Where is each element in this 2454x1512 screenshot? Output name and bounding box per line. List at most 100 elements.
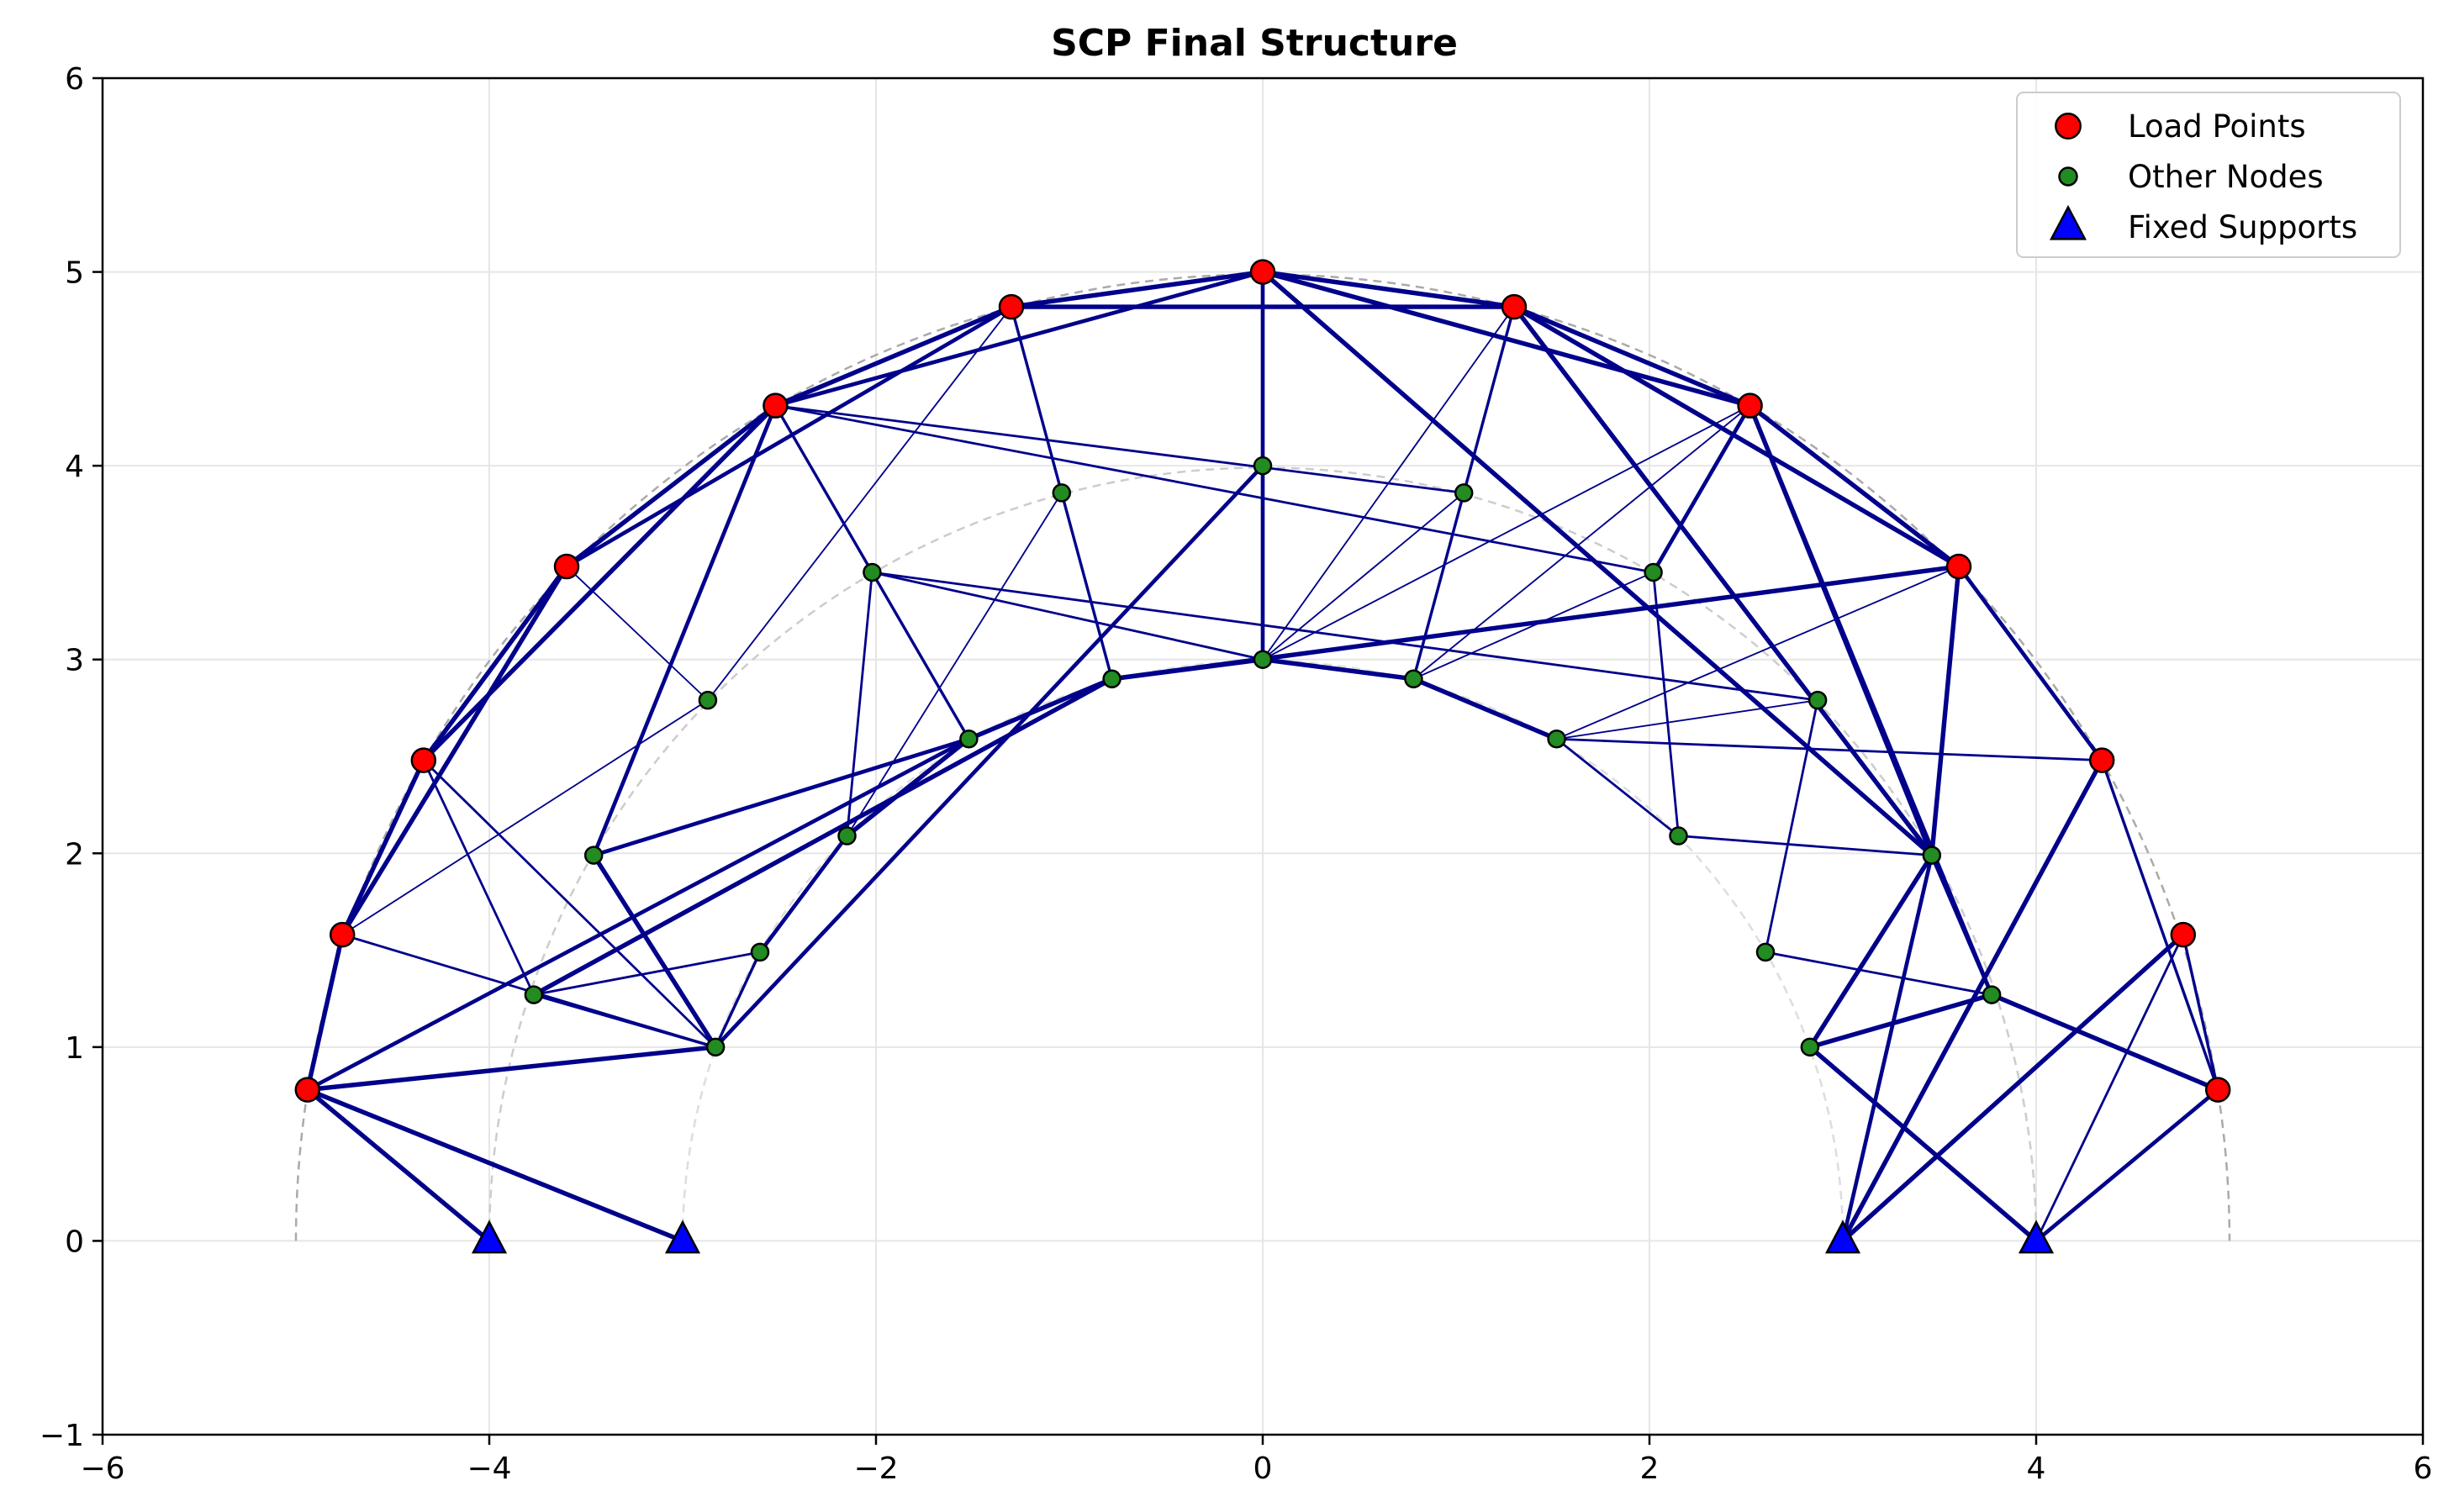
other-node [1982, 985, 2002, 1004]
truss-member [422, 759, 717, 1049]
legend-marker [2049, 204, 2087, 240]
truss-member [305, 1045, 718, 1093]
load-point [1737, 392, 1763, 419]
other-node [1800, 1037, 1820, 1057]
truss-member [1260, 269, 1517, 309]
truss-member [2182, 933, 2219, 1092]
truss-member [1260, 269, 1934, 858]
truss-member [1512, 304, 1934, 858]
truss-member [422, 759, 536, 996]
truss-member [966, 677, 1115, 741]
truss-member [774, 404, 1465, 494]
other-node [837, 826, 857, 846]
truss-member [1555, 737, 2103, 762]
load-point [410, 747, 437, 773]
load-point [329, 921, 356, 948]
legend-frame [2016, 92, 2401, 258]
truss-member [305, 736, 971, 1092]
other-node [750, 942, 770, 962]
truss-member [532, 951, 762, 996]
truss-member [1808, 992, 1994, 1050]
fixed-support [664, 1220, 701, 1254]
truss-member [846, 492, 1063, 837]
load-point [294, 1077, 321, 1103]
truss-member [2034, 1088, 2220, 1243]
truss-member [1956, 564, 2104, 762]
truss-member [1555, 566, 1960, 740]
truss-member [305, 1087, 685, 1244]
truss-member [757, 834, 849, 955]
truss-member [1677, 835, 1934, 856]
node-markers [294, 259, 2231, 1254]
truss-member [564, 403, 778, 569]
truss-member [1840, 932, 2186, 1244]
x-tick-label: 6 [2414, 1451, 2433, 1486]
other-node [1669, 826, 1688, 846]
truss-member [1262, 306, 1515, 661]
truss-member [870, 571, 971, 740]
other-node [1808, 690, 1828, 710]
truss-member [1929, 564, 1961, 858]
truss-member [1764, 951, 1993, 996]
x-tick-label: 0 [1253, 1451, 1273, 1486]
truss-member [340, 757, 426, 937]
other-node [1253, 456, 1273, 476]
fixed-support [2018, 1220, 2055, 1254]
other-node [959, 729, 979, 749]
load-point [1945, 553, 1972, 580]
other-node [705, 1037, 726, 1057]
truss-member [2100, 758, 2219, 1092]
other-node [1644, 562, 1663, 582]
other-node [863, 562, 882, 582]
truss-member [305, 932, 345, 1093]
other-node [1404, 669, 1423, 689]
truss-member [1808, 852, 1934, 1050]
truss-member [2034, 933, 2185, 1242]
load-point [2170, 921, 2197, 948]
truss-member [305, 1087, 492, 1244]
y-tick-label: 1 [65, 1031, 84, 1066]
plot-area [102, 77, 2424, 1436]
load-point [1501, 293, 1528, 320]
truss-member [532, 993, 717, 1049]
truss-member [340, 564, 569, 937]
truss-member [1555, 699, 1819, 740]
legend-label: Fixed Supports [2128, 209, 2357, 245]
truss-member [421, 564, 569, 763]
truss-member [591, 403, 778, 857]
x-tick-label: −6 [80, 1451, 124, 1486]
truss-member [1512, 304, 1753, 408]
x-tick-label: 2 [1640, 1451, 1660, 1486]
truss-member [871, 571, 1264, 661]
y-tick-label: −1 [40, 1419, 84, 1453]
truss-member [591, 852, 718, 1050]
truss-member [1764, 698, 1819, 954]
truss-member [1262, 492, 1465, 661]
truss-member [1808, 1045, 2039, 1244]
other-node [1454, 483, 1474, 503]
other-node [1922, 846, 1942, 865]
truss-member [1411, 677, 1559, 741]
other-node [1253, 650, 1273, 669]
truss-member [844, 736, 972, 839]
legend-label: Load Points [2128, 108, 2306, 145]
truss-members [305, 269, 2220, 1244]
truss-member [773, 304, 1014, 408]
truss-member [1555, 737, 1680, 837]
truss-member [713, 463, 1265, 1050]
truss-member [1009, 269, 1265, 309]
load-point [998, 293, 1025, 320]
other-node [1755, 942, 1776, 962]
load-point [763, 392, 789, 419]
truss-member [706, 306, 1012, 702]
truss-member [1840, 853, 1934, 1243]
x-tick-label: −4 [467, 1451, 511, 1486]
reference-arc [488, 466, 2038, 1241]
truss-member [1929, 853, 1994, 997]
x-tick-label: 4 [2027, 1451, 2046, 1486]
truss-member [1652, 571, 1680, 837]
fixed-support [471, 1220, 508, 1254]
truss-member [773, 403, 874, 574]
truss-member [421, 403, 778, 763]
